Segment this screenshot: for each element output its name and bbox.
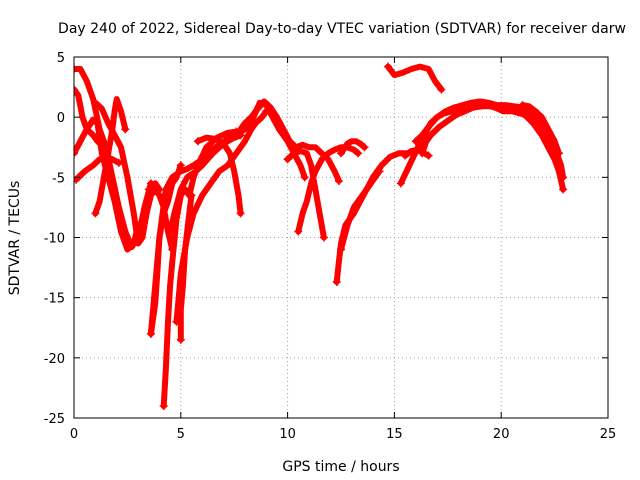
y-tick-label: -20	[44, 352, 65, 367]
series-marker-end	[319, 233, 328, 242]
y-tick-label: -15	[44, 292, 65, 307]
series-marker-start	[193, 137, 202, 146]
series-marker-end	[424, 151, 433, 160]
series-marker-start	[74, 149, 78, 158]
series-marker-start	[411, 137, 420, 146]
series-marker-start	[337, 149, 345, 158]
series-arc-17	[284, 147, 327, 241]
series-marker-start	[159, 401, 168, 410]
series-marker-start	[236, 125, 245, 134]
series-arc-14	[194, 134, 244, 217]
series-arc-15	[237, 98, 342, 184]
x-tick-label: 0	[70, 427, 78, 442]
series-marker-end	[375, 167, 384, 176]
grid	[74, 57, 608, 418]
series-marker-end	[121, 125, 130, 134]
x-tick-label: 25	[600, 427, 617, 442]
series-marker-start	[283, 155, 292, 164]
y-tick-label: -25	[44, 412, 65, 427]
series-marker-start	[91, 98, 100, 107]
series-marker-start	[146, 329, 155, 338]
chart-title: Day 240 of 2022, Sidereal Day-to-day VTE…	[58, 21, 626, 37]
series-marker-end	[354, 149, 363, 158]
series-marker-end	[559, 185, 568, 194]
series-marker-start	[332, 278, 341, 287]
series-marker-start	[294, 227, 303, 236]
series-marker-end	[559, 173, 568, 182]
series-marker-end	[557, 167, 566, 176]
series-marker-start	[401, 151, 410, 160]
y-tick-label: -5	[52, 171, 65, 186]
series-marker-end	[187, 191, 196, 200]
x-tick-label: 5	[177, 427, 185, 442]
series-arc-26	[519, 102, 562, 157]
series-marker-end	[300, 173, 309, 182]
series-marker-start	[396, 179, 405, 188]
x-tick-label: 15	[386, 427, 403, 442]
series-arc-11	[177, 192, 195, 343]
series-marker-start	[144, 185, 153, 194]
series-marker-start	[74, 85, 78, 94]
series-arc-18	[338, 138, 368, 157]
series-marker-end	[155, 185, 164, 194]
y-axis-label: SDTVAR / TECUs	[7, 181, 23, 296]
series-arc-16	[295, 144, 362, 235]
series-layer	[74, 62, 568, 410]
series-marker-end	[334, 176, 343, 185]
series-marker-start	[91, 209, 100, 218]
y-tick-label: 0	[57, 111, 65, 126]
series-arc-24	[419, 103, 564, 175]
series-marker-start	[337, 245, 345, 254]
series-marker-end	[360, 143, 369, 152]
series-arc-4	[74, 153, 122, 183]
series-marker-start	[518, 101, 527, 110]
series-marker-start	[166, 227, 175, 236]
y-tick-label: 5	[57, 51, 65, 66]
x-tick-label: 20	[493, 427, 510, 442]
series-arc-25	[402, 146, 432, 159]
series-marker-end	[236, 209, 245, 218]
x-tick-label: 10	[279, 427, 296, 442]
series-arc-13	[147, 99, 308, 337]
series-arc-7	[145, 180, 163, 193]
series-marker-start	[74, 65, 78, 74]
series-marker-end	[437, 85, 446, 94]
ticks: 0 5 10 15 20 25 5 0 -5 -10 -15 -20 -25	[44, 51, 617, 442]
series-arc-21	[385, 63, 445, 93]
series-marker-start	[176, 335, 185, 344]
series-marker-end	[176, 161, 185, 170]
series-arc-20	[338, 168, 383, 253]
y-tick-label: -10	[44, 232, 65, 247]
series-marker-end	[554, 149, 563, 158]
x-axis-label: GPS time / hours	[282, 459, 399, 475]
series-group	[74, 62, 568, 410]
series-marker-start	[383, 62, 392, 71]
